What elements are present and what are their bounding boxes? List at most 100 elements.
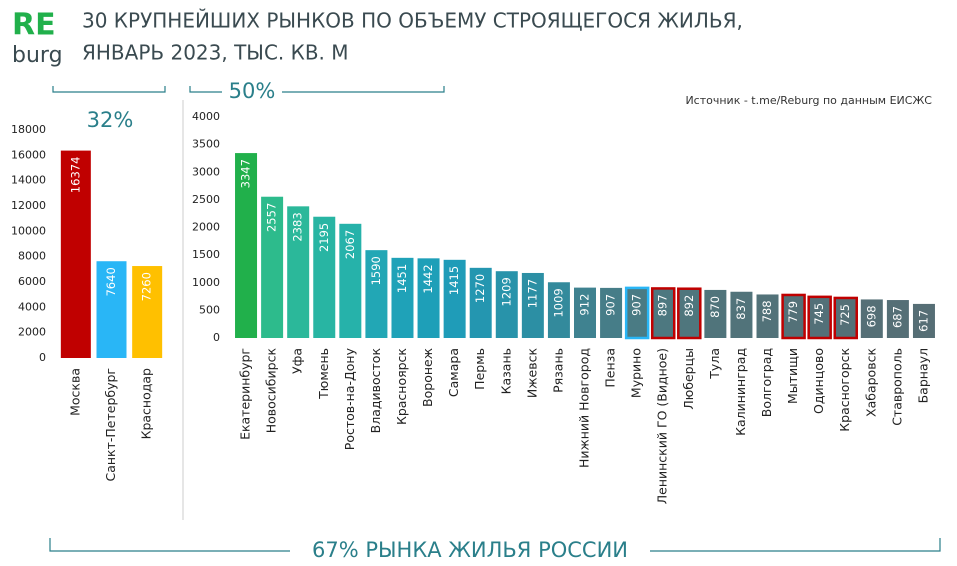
bar	[132, 266, 163, 358]
title-line: 30 КРУПНЕЙШИХ РЫНКОВ ПО ОБЪЕМУ СТРОЯЩЕГО…	[82, 9, 743, 33]
x-tick-label: Хабаровск	[863, 348, 878, 417]
bar	[60, 150, 91, 358]
bar	[521, 272, 544, 338]
bar	[547, 282, 570, 338]
value-label: 1209	[499, 277, 513, 306]
bar	[756, 294, 779, 338]
y-tick-label: 3000	[192, 165, 220, 178]
source: Источник - t.me/Reburg по данным ЕИСЖС	[685, 94, 932, 107]
x-tick-label: Уфа	[290, 348, 305, 374]
value-label: 837	[734, 298, 748, 320]
x-tick-label: Владивосток	[368, 348, 383, 434]
y-tick-label: 2000	[18, 326, 46, 339]
x-tick-label: Ростов-на-Дону	[342, 347, 357, 450]
value-label: 870	[708, 296, 722, 318]
x-tick-label: Тюмень	[316, 348, 331, 400]
bar	[313, 216, 336, 338]
value-label: 1009	[551, 288, 565, 317]
bar	[574, 287, 596, 338]
y-tick-label: 4000	[18, 300, 46, 313]
x-tick-label: Ставрополь	[889, 348, 904, 426]
x-tick-label: Волгоград	[759, 348, 774, 417]
value-label: 907	[630, 294, 644, 316]
bar	[677, 287, 702, 340]
y-tick-label: 14000	[11, 174, 46, 187]
x-tick-label: Москва	[67, 368, 82, 416]
bar	[807, 295, 832, 340]
bar	[624, 286, 650, 340]
value-label: 788	[760, 300, 774, 322]
x-tick-label: Пермь	[472, 348, 487, 390]
y-tick-label: 4000	[192, 110, 220, 123]
bar	[912, 303, 935, 338]
bar	[96, 261, 127, 358]
y-tick-label: 1500	[192, 248, 220, 261]
bar	[886, 300, 909, 338]
value-label: 2195	[317, 223, 331, 252]
value-label: 7260	[140, 272, 154, 301]
x-tick-label: Казань	[498, 348, 513, 394]
bar	[495, 271, 518, 338]
footer: 67% РЫНКА ЖИЛЬЯ РОССИИ	[312, 538, 628, 562]
bar	[650, 287, 676, 340]
value-label: 2067	[343, 230, 357, 259]
y-tick-label: 6000	[18, 275, 46, 288]
y-tick-label: 2000	[192, 221, 220, 234]
value-label: 698	[864, 305, 878, 327]
x-tick-label: Воронеж	[420, 348, 435, 407]
bar	[600, 287, 623, 338]
title-line: ЯНВАРЬ 2023, ТЫС. КВ. М	[82, 41, 349, 65]
x-tick-label: Новосибирск	[264, 348, 279, 434]
annotation-bg	[80, 105, 140, 137]
x-tick-label: Самара	[446, 348, 461, 397]
x-tick-label: Нижний Новгород	[577, 348, 592, 468]
bar	[365, 250, 388, 338]
y-tick-label: 0	[39, 351, 46, 364]
bracket	[189, 86, 445, 93]
value-label: 1177	[525, 279, 539, 308]
x-tick-label: Красногорск	[837, 348, 852, 432]
x-tick-label: Санкт-Петербург	[103, 368, 118, 482]
value-label: 1415	[447, 266, 461, 295]
value-label: 1270	[473, 274, 487, 303]
value-label: 745	[812, 303, 826, 325]
value-label: 1451	[395, 264, 409, 293]
value-label: 897	[656, 294, 670, 316]
bracket	[52, 86, 166, 93]
x-tick-label: Одинцово	[811, 348, 826, 414]
x-tick-label: Ленинский ГО (Видное)	[655, 348, 670, 504]
value-label: 1442	[421, 264, 435, 293]
bar	[704, 289, 727, 338]
y-tick-label: 1000	[192, 276, 220, 289]
x-tick-label: Калининград	[733, 348, 748, 436]
bar	[417, 258, 440, 338]
x-tick-label: Ижевск	[524, 348, 539, 399]
bar	[261, 196, 284, 338]
annotation-bg	[222, 78, 282, 108]
x-tick-label: Барнаул	[915, 348, 930, 403]
value-label: 912	[578, 294, 592, 316]
value-label: 1590	[369, 256, 383, 285]
bar	[833, 296, 858, 340]
brand-top: RE	[12, 8, 56, 43]
value-label: 3347	[239, 159, 253, 188]
footer-bg	[290, 538, 650, 564]
y-tick-label: 16000	[11, 148, 46, 161]
value-label: 687	[890, 306, 904, 328]
value-label: 907	[604, 294, 618, 316]
x-tick-label: Люберцы	[681, 348, 696, 410]
bar	[443, 259, 466, 338]
y-tick-label: 500	[199, 303, 220, 316]
y-tick-label: 2500	[192, 193, 220, 206]
value-label: 617	[916, 310, 930, 332]
value-label: 725	[838, 304, 852, 326]
x-tick-label: Краснодар	[139, 368, 154, 439]
bar	[235, 153, 258, 338]
x-tick-label: Рязань	[550, 348, 565, 393]
x-tick-label: Мурино	[629, 348, 644, 398]
x-tick-label: Екатеринбург	[238, 348, 253, 440]
y-tick-label: 18000	[11, 123, 46, 136]
y-tick-label: 3500	[192, 138, 220, 151]
x-tick-label: Красноярск	[394, 348, 409, 425]
value-label: 779	[786, 301, 800, 323]
